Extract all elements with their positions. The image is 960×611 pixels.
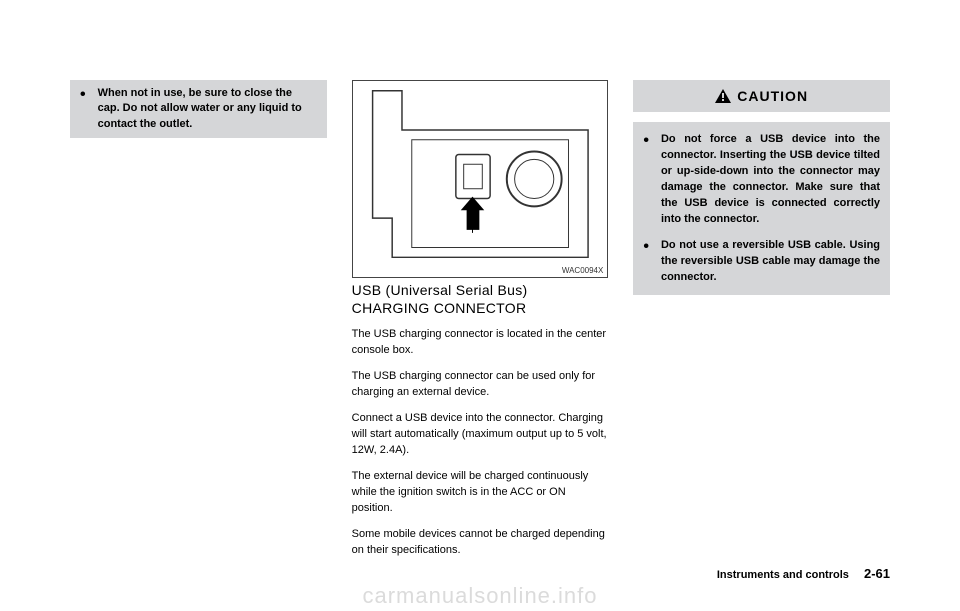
- caution-item-1: • Do not force a USB device into the con…: [643, 132, 880, 228]
- column-2: WAC0094X USB (Universal Serial Bus) CHAR…: [352, 80, 609, 560]
- caution-text-1: Do not force a USB device into the conne…: [661, 132, 880, 228]
- column-1: • When not in use, be sure to close the …: [70, 80, 327, 560]
- caution-label: CAUTION: [737, 88, 808, 104]
- paragraph-1: The USB charging connector is located in…: [352, 327, 609, 359]
- usb-connector-diagram: WAC0094X: [352, 80, 609, 278]
- page-footer: Instruments and controls 2-61: [717, 566, 890, 581]
- page-number: 2-61: [864, 566, 890, 581]
- bullet-icon: •: [643, 133, 649, 228]
- caution-list: • Do not force a USB device into the con…: [633, 122, 890, 295]
- diagram-svg: [353, 81, 608, 277]
- image-code: WAC0094X: [562, 266, 604, 275]
- paragraph-3: Connect a USB device into the connector.…: [352, 411, 609, 459]
- paragraph-4: The external device will be charged cont…: [352, 469, 609, 517]
- warning-box: • When not in use, be sure to close the …: [70, 80, 327, 138]
- caution-text-2: Do not use a reversible USB cable. Using…: [661, 238, 880, 286]
- paragraph-5: Some mobile devices cannot be charged de…: [352, 527, 609, 559]
- page-columns: • When not in use, be sure to close the …: [70, 80, 890, 560]
- section-name: Instruments and controls: [717, 569, 849, 581]
- paragraph-2: The USB charging connector can be used o…: [352, 369, 609, 401]
- warning-triangle-icon: [715, 89, 731, 103]
- warning-text: When not in use, be sure to close the ca…: [98, 86, 317, 132]
- bullet-icon: •: [643, 239, 649, 286]
- watermark: carmanualsonline.info: [362, 583, 597, 609]
- caution-header: CAUTION: [633, 80, 890, 112]
- caution-item-2: • Do not use a reversible USB cable. Usi…: [643, 238, 880, 286]
- bullet-icon: •: [80, 87, 86, 132]
- column-3: CAUTION • Do not force a USB device into…: [633, 80, 890, 560]
- section-title: USB (Universal Serial Bus) CHARGING CONN…: [352, 281, 609, 317]
